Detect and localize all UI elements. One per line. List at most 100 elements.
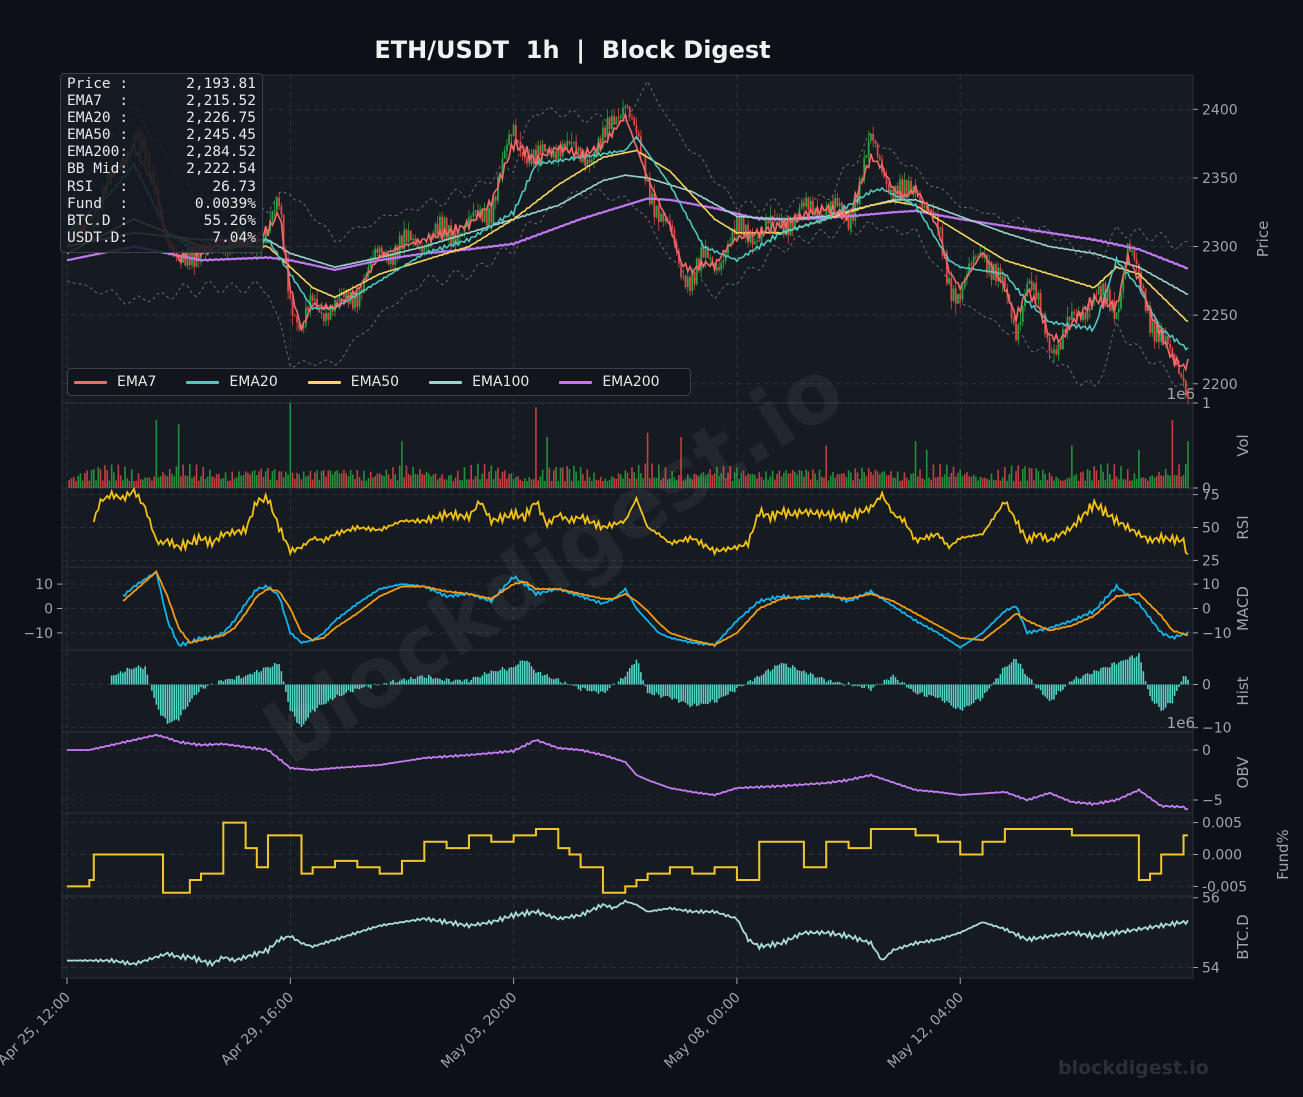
hist-bar (1008, 664, 1011, 685)
candle-body (311, 295, 314, 301)
volume-bar (876, 471, 879, 488)
candle-body (1010, 303, 1013, 319)
volume-bar (240, 475, 242, 488)
candle-body (635, 125, 638, 133)
info-label: Price : (67, 76, 129, 92)
hist-bar (1178, 684, 1180, 688)
volume-bar (850, 472, 852, 488)
hist-bar (689, 684, 691, 708)
candle-body (378, 247, 381, 253)
candle-body (919, 197, 921, 202)
volume-bar (184, 475, 187, 488)
hist-bar (503, 669, 506, 685)
hist-bar (113, 675, 115, 685)
candle-body (396, 245, 399, 259)
volume-bar (626, 472, 629, 488)
candle-body (1041, 313, 1044, 315)
hist-bar (675, 684, 678, 700)
hist-bar (528, 662, 531, 685)
hist-bar (302, 684, 305, 725)
hist-bar (698, 684, 700, 706)
candle-body (738, 215, 741, 232)
volume-bar (990, 473, 993, 488)
hist-bar (329, 684, 332, 699)
y-tick-label-left: 0 (44, 602, 53, 618)
volume-bar (847, 470, 850, 488)
candle-body (639, 136, 642, 155)
volume-bar (229, 480, 231, 488)
candle-body (1178, 364, 1180, 374)
candle-body (1001, 276, 1004, 283)
legend-label: EMA200 (602, 374, 660, 390)
candle-body (912, 186, 915, 194)
volume-bar (331, 474, 334, 488)
candle-body (950, 278, 953, 302)
hist-bar (396, 682, 399, 685)
volume-bar (633, 472, 635, 488)
candle-body (722, 260, 725, 263)
candle-body (325, 312, 327, 322)
volume-bar (1055, 476, 1058, 488)
hist-bar (499, 670, 502, 685)
volume-bar (767, 479, 769, 488)
hist-bar (347, 684, 350, 691)
volume-bar (1176, 475, 1178, 488)
volume-bar (528, 477, 531, 488)
candle-body (1102, 283, 1105, 296)
volume-bar (921, 478, 924, 488)
hist-bar (740, 684, 743, 687)
candle-body (606, 117, 609, 138)
candle-body (870, 134, 872, 141)
volume-bar (434, 473, 437, 488)
hist-bar (894, 677, 897, 685)
volume-bar (387, 474, 390, 488)
hist-bar (642, 680, 644, 685)
candle-body (825, 207, 828, 216)
volume-bar (316, 470, 318, 488)
volume-bar (244, 471, 247, 488)
hist-bar (716, 684, 718, 703)
volume-bar (894, 477, 897, 488)
candle-body (838, 202, 841, 206)
candle-body (631, 116, 633, 118)
hist-bar (517, 664, 519, 685)
hist-bar (919, 684, 921, 694)
candle-body (1075, 313, 1078, 316)
hist-bar (749, 680, 752, 685)
volume-bar (318, 479, 321, 488)
hist-bar (785, 663, 787, 685)
volume-bar (946, 464, 948, 488)
volume-bar (486, 479, 488, 488)
volume-bar (640, 473, 642, 488)
hist-bar (548, 677, 551, 685)
volume-bar (651, 463, 653, 488)
volume-bar (521, 481, 524, 488)
hist-bar (912, 684, 915, 692)
volume-bar (1030, 468, 1033, 488)
hist-bar (226, 678, 229, 685)
hist-bar (439, 678, 441, 685)
hist-bar (477, 676, 479, 685)
hist-bar (311, 684, 314, 710)
hist-bar (1042, 684, 1044, 695)
volume-bar (202, 466, 205, 488)
volume-bar (276, 480, 278, 488)
candle-body (546, 149, 549, 152)
volume-bar (323, 470, 325, 488)
hist-bar (937, 684, 939, 698)
candle-body (981, 252, 984, 258)
volume-bar (113, 472, 115, 488)
volume-bar (865, 476, 868, 488)
volume-bar (88, 480, 91, 488)
hist-bar (537, 671, 539, 685)
candle-body (1019, 322, 1022, 325)
volume-bar (689, 478, 691, 488)
hist-bar (242, 677, 245, 685)
hist-bar (774, 665, 776, 685)
volume-bar (101, 480, 104, 488)
volume-bar (1111, 479, 1113, 488)
hist-bar (923, 684, 926, 697)
volume-bar (162, 472, 164, 488)
candle-body (1048, 338, 1051, 352)
hist-bar (501, 667, 504, 685)
